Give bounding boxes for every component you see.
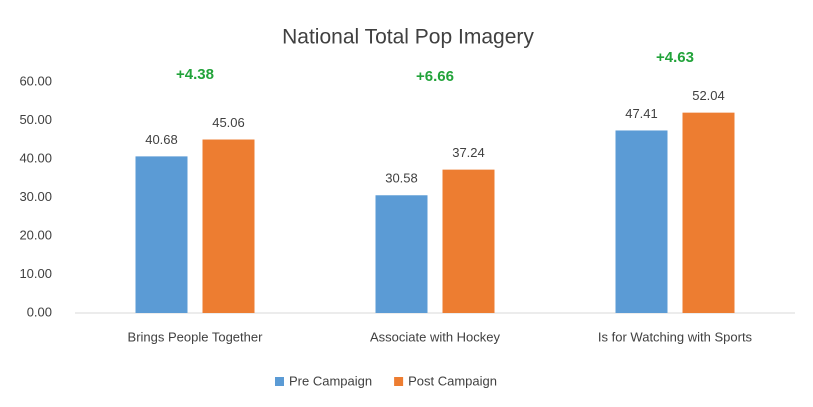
bar	[135, 156, 188, 313]
data-label: 45.06	[212, 115, 245, 130]
bar	[682, 112, 735, 314]
data-label: 37.24	[452, 145, 485, 160]
data-label: 40.68	[145, 132, 178, 147]
legend-label: Post Campaign	[408, 373, 497, 388]
y-tick-label: 20.00	[19, 227, 52, 242]
legend-swatch	[275, 377, 284, 386]
x-tick-label: Is for Watching with Sports	[598, 329, 753, 344]
bar	[202, 139, 255, 313]
data-label: 47.41	[625, 106, 658, 121]
y-tick-label: 50.00	[19, 112, 52, 127]
legend-label: Pre Campaign	[289, 373, 372, 388]
y-tick-label: 60.00	[19, 73, 52, 88]
bar	[375, 195, 428, 313]
annotation: +4.38	[176, 66, 214, 83]
bar	[615, 130, 668, 313]
y-tick-label: 40.00	[19, 150, 52, 165]
legend-swatch	[394, 377, 404, 386]
annotation: +6.66	[416, 68, 454, 85]
data-label: 52.04	[692, 88, 725, 103]
annotation: +4.63	[656, 49, 694, 66]
x-tick-label: Brings People Together	[128, 329, 264, 344]
data-label: 30.58	[385, 171, 418, 186]
bar	[442, 169, 495, 313]
y-tick-label: 30.00	[19, 189, 52, 204]
x-tick-label: Associate with Hockey	[370, 329, 501, 344]
y-tick-label: 10.00	[19, 266, 52, 281]
y-tick-label: 0.00	[27, 304, 52, 319]
chart-title: National Total Pop Imagery	[282, 26, 534, 49]
